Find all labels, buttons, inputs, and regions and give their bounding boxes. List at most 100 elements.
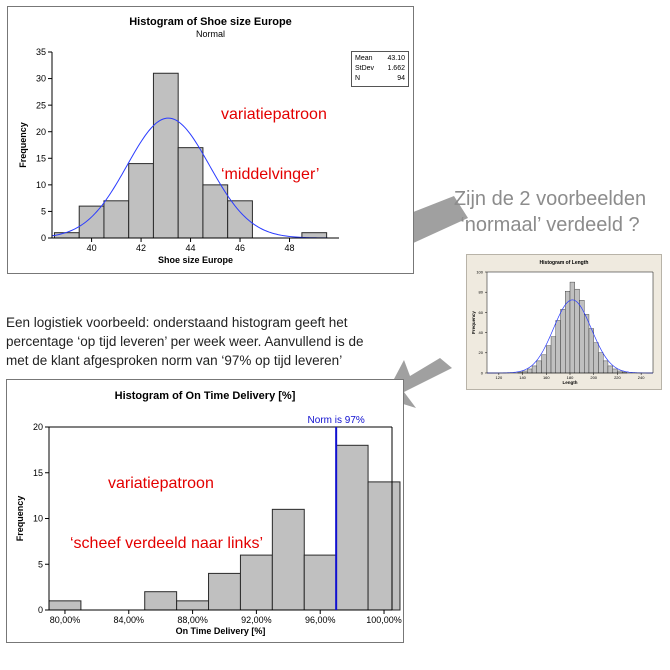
chart-title: Histogram of Length — [539, 260, 589, 266]
x-tick-label: 160 — [543, 375, 550, 380]
arrow-to-top-chart — [378, 196, 468, 268]
histogram-bar — [569, 281, 575, 374]
histogram-bar — [128, 163, 154, 239]
histogram-bar — [531, 365, 538, 374]
histogram-bar — [103, 200, 130, 239]
paragraph-line-3: met de klant afgesproken norm van ‘97% o… — [6, 353, 343, 368]
histogram-bar — [53, 232, 80, 239]
histogram-bar — [522, 370, 528, 374]
y-axis-label: Frequency — [18, 122, 28, 168]
x-tick-label: 88,00% — [177, 615, 208, 625]
paragraph-line-1: Een logistiek voorbeeld: onderstaand his… — [6, 315, 348, 330]
x-tick-label: 120 — [496, 375, 503, 380]
histogram-bar — [48, 600, 82, 611]
on-time-delivery-histogram: 0 5 10 15 20 80,00% 84,00% 88,00% 92,00% 96,00% 10… — [15, 415, 402, 636]
y-tick-label: 20 — [36, 127, 46, 137]
histogram-bar — [271, 508, 305, 611]
histogram-bar — [152, 72, 179, 239]
x-tick-label: 240 — [638, 375, 645, 380]
histogram-bar — [546, 345, 552, 374]
histogram-bar — [144, 591, 178, 611]
y-tick-label: 20 — [479, 350, 484, 355]
x-tick-label: 180 — [567, 375, 574, 380]
histogram-bar — [588, 328, 594, 374]
on-time-delivery-chart-panel: Histogram of On Time Delivery [%] 0 5 10 15… — [6, 379, 404, 643]
x-tick-label: 48 — [285, 243, 295, 253]
annotation-line-2: ‘scheef verdeeld naar links’ — [70, 535, 263, 552]
y-tick-label: 0 — [481, 370, 484, 375]
histogram-bar — [78, 205, 105, 239]
x-tick-label: 46 — [235, 243, 245, 253]
y-tick-label: 100 — [476, 269, 483, 274]
x-tick-label: 220 — [614, 375, 621, 380]
question-line-1: Zijn de 2 voorbeelden — [453, 188, 647, 210]
histogram-bar — [550, 336, 556, 374]
annotation-line-1: variatiepatroon — [221, 106, 327, 123]
histogram-bar — [607, 365, 613, 374]
annotation-skewed-left: variatiepatroon ‘scheef verdeeld naar li… — [70, 434, 263, 594]
question-text: Zijn de 2 voorbeelden ‘normaal’ verdeeld… — [432, 186, 668, 238]
histogram-bar — [598, 352, 604, 374]
chart-subtitle: Normal — [195, 29, 225, 39]
annotation-line-1: variatiepatroon — [108, 475, 214, 492]
y-tick-label: 15 — [36, 153, 46, 163]
y-tick-label: 30 — [36, 74, 46, 84]
y-tick-label: 0 — [41, 233, 46, 243]
y-tick-label: 0 — [38, 605, 43, 615]
stats-mean-label: Mean — [355, 55, 373, 62]
histogram-bar — [527, 368, 533, 374]
x-tick-label: 200 — [590, 375, 597, 380]
stats-stdev-value: 1.662 — [387, 65, 405, 72]
histogram-bar — [593, 342, 599, 374]
length-chart-panel: Histogram of Length 0 20 40 60 80 100 120 140 16… — [466, 254, 662, 390]
x-tick-label: 84,00% — [114, 615, 145, 625]
histogram-bar — [602, 360, 609, 374]
shoe-size-histogram: 0 5 10 15 20 25 30 35 40 42 44 46 48 Shoe size Europe… — [18, 47, 340, 265]
histogram-bar — [177, 147, 204, 239]
stats-n-label: N — [355, 75, 361, 82]
x-tick-label: 42 — [136, 243, 146, 253]
histogram-bar — [335, 444, 369, 611]
y-tick-label: 10 — [33, 514, 43, 524]
fitted-normal-curve — [51, 117, 340, 239]
x-tick-label: 80,00% — [50, 615, 81, 625]
histogram-bar — [536, 360, 542, 374]
stats-legend-box: Mean 43.10 StDev 1.662 N 94 — [351, 51, 409, 87]
y-tick-label: 35 — [36, 47, 46, 57]
histogram-bar — [584, 314, 590, 374]
length-histogram: 0 20 40 60 80 100 120 140 160 180 200 220 240 Length F… — [471, 269, 654, 385]
fitted-normal-curve — [487, 299, 653, 374]
histogram-bar — [303, 554, 337, 611]
question-line-2: ‘normaal’ verdeeld ? — [460, 214, 640, 236]
x-axis-label: Shoe size Europe — [158, 255, 233, 265]
intro-paragraph: Een logistiek voorbeeld: onderstaand his… — [6, 313, 363, 370]
histogram-bar — [367, 481, 401, 611]
histogram-bar — [555, 320, 561, 374]
x-tick-label: 40 — [87, 243, 97, 253]
y-tick-label: 80 — [479, 290, 484, 295]
paragraph-line-2: percentage ‘op tijd leveren’ per week we… — [6, 334, 364, 349]
stats-stdev-label: StDev — [355, 65, 375, 72]
x-axis-label: Length — [563, 380, 578, 385]
histogram-bar — [176, 600, 210, 611]
histogram-bar — [541, 354, 547, 374]
stats-n-value: 94 — [397, 75, 405, 82]
histogram-bar — [612, 368, 618, 374]
y-tick-label: 5 — [38, 559, 43, 569]
y-tick-label: 5 — [41, 207, 46, 217]
chart-title: Histogram of On Time Delivery [%] — [114, 390, 296, 402]
histogram-bar — [202, 184, 229, 239]
x-tick-label: 44 — [186, 243, 196, 253]
x-tick-label: 100,00% — [366, 615, 402, 625]
y-tick-label: 20 — [33, 422, 43, 432]
y-tick-label: 40 — [479, 330, 484, 335]
histogram-bar — [560, 309, 566, 374]
y-tick-label: 15 — [33, 468, 43, 478]
annotation-line-2: ‘middelvinger’ — [221, 166, 320, 183]
y-axis-label: Frequency — [471, 311, 476, 334]
x-tick-label: 140 — [519, 375, 526, 380]
histogram-bar — [617, 370, 623, 374]
y-tick-label: 10 — [36, 180, 46, 190]
stats-mean-value: 43.10 — [387, 55, 405, 62]
x-axis-label: On Time Delivery [%] — [176, 626, 266, 636]
